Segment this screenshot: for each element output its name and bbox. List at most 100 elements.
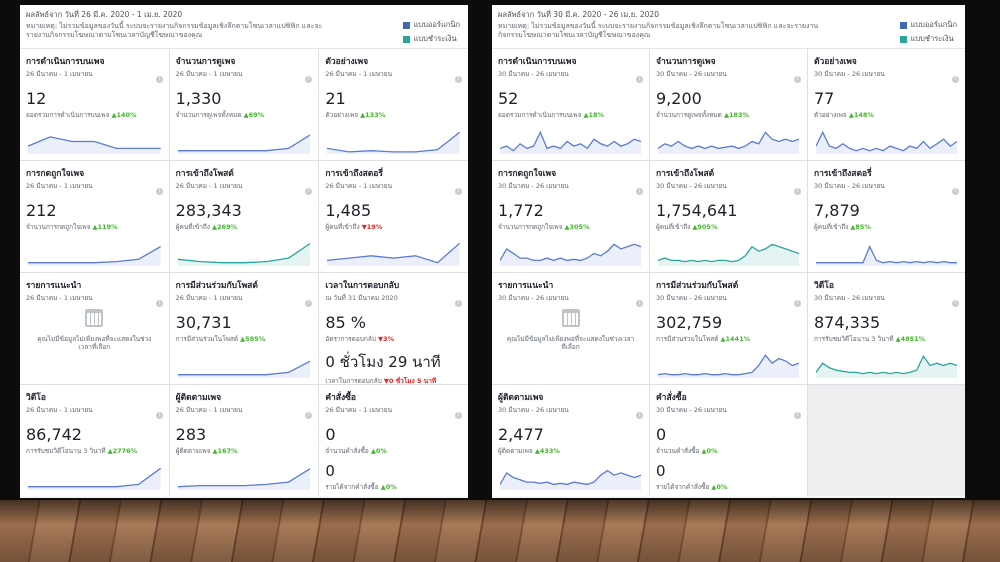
calendar-icon [85,309,104,327]
metric-caption: ผู้คนที่เข้าถึง ▲905% [656,222,801,232]
info-icon[interactable]: i [636,76,643,83]
sparkline-area [327,132,460,154]
info-icon[interactable]: i [155,300,163,307]
metric-value: 21 [325,89,346,108]
sparkline-line [658,132,799,148]
metric-card[interactable]: รายการแนะนำ 26 มีนาคม - 1 เมษายน i คุณไม่มี… [20,273,169,384]
info-icon[interactable]: i [155,412,163,419]
card-title: รายการแนะนำ [26,281,82,291]
arrow-up-icon: ▲ [111,111,117,119]
change-percent: 140% [116,111,137,119]
metric-label: ผู้คนที่เข้าถึง [656,223,691,231]
info-icon[interactable]: i [952,188,959,195]
insights-panel-before: ผลลัพธ์จาก วันที่ 26 มี.ค. 2020 - 1 เม.ย… [20,5,468,498]
info-icon[interactable]: i [305,300,313,307]
metric-card[interactable]: การดำเนินการบนเพจ 30 มีนาคม - 26 เมษายน i 5… [492,49,649,160]
info-icon[interactable]: i [155,76,163,83]
metric-card[interactable]: วิดีโอ 30 มีนาคม - 26 เมษายน i 874,335 การรั… [808,273,965,384]
metric-card[interactable]: การมีส่วนร่วมกับโพสต์ 30 มีนาคม - 26 เมษา… [650,273,807,384]
change-percent: 19% [366,223,383,231]
change-percent: 0% [706,447,718,455]
metric-caption: จำนวนคำสั่งซื้อ ▲0% [325,446,462,456]
metric-card[interactable]: การมีส่วนร่วมกับโพสต์ 26 มีนาคม - 1 เมษาย… [169,273,319,384]
arrow-up-icon: ▲ [701,447,707,455]
metric-caption: การมีส่วนร่วมในโพสต์ ▲1441% [656,334,801,344]
metric-card[interactable]: ผู้ติดตามเพจ 30 มีนาคม - 26 เมษายน i 2,477 ผ… [492,385,649,496]
info-icon[interactable]: i [794,76,801,83]
change-value: 0 ชั่วโมง 5 นาที [388,377,437,384]
metric-card[interactable]: คำสั่งซื้อ 30 มีนาคม - 26 เมษายน i 0 จำนวนคำ… [650,385,807,496]
info-icon[interactable]: i [636,412,643,419]
info-icon[interactable]: i [155,188,163,195]
info-icon[interactable]: i [794,300,801,307]
metric-card[interactable]: การกดถูกใจเพจ 30 มีนาคม - 26 เมษายน i 1,772… [492,161,649,272]
sparkline-line [500,244,641,260]
info-icon[interactable]: i [455,76,462,83]
metric-caption: จำนวนคำสั่งซื้อ ▲0% [656,446,801,456]
sparkline [28,464,161,490]
metric-caption: การรับชมวิดีโอนาน 3 วินาที ▲4851% [814,334,959,344]
info-icon[interactable]: i [305,76,313,83]
info-icon[interactable]: i [636,188,643,195]
sparkline-svg [177,464,311,490]
metric-card[interactable]: การเข้าถึงโพสต์ 30 มีนาคม - 26 เมษายน i 1,7… [650,161,807,272]
info-icon[interactable]: i [305,412,313,419]
card-title: เวลาในการตอบกลับ [325,281,400,291]
arrow-up-icon: ▲ [243,111,249,119]
info-icon[interactable]: i [455,300,462,307]
timezone-note: หมายเหตุ: ไม่รวมข้อมูลของวันนี้ ระบบจะรา… [498,22,819,39]
metric-card[interactable]: การเข้าถึงสตอรี่ 26 มีนาคม - 1 เมษายน i 1,4… [319,161,468,272]
metric-card[interactable]: คำสั่งซื้อ 26 มีนาคม - 1 เมษายน i 0 จำนวนคำส… [319,385,468,496]
metric-label: รายได้จากคำสั่งซื้อ [325,483,379,491]
info-icon[interactable]: i [455,188,462,195]
info-icon[interactable]: i [636,300,643,307]
info-icon[interactable]: i [952,76,959,83]
metric-value: 86,742 [26,425,82,444]
sparkline [177,128,311,154]
sparkline-area [177,360,311,378]
sparkline-svg [28,128,161,154]
metric-card[interactable]: รายการแนะนำ 30 มีนาคม - 26 เมษายน i คุณไม่ม… [492,273,649,384]
change-percent: 1441% [725,335,751,343]
sparkline [327,240,460,266]
sparkline-area [177,134,311,154]
metric-label: อัตราการตอบกลับ [325,335,376,343]
metric-label: เวลาในการตอบกลับ [325,377,382,384]
metric-card[interactable]: ตัวอย่างเพจ 30 มีนาคม - 26 เมษายน i 77 ตัวอย… [808,49,965,160]
sparkline-line [178,361,311,375]
sparkline-line [178,468,311,486]
metric-card[interactable]: จำนวนการดูเพจ 30 มีนาคม - 26 เมษายน i 9,200… [650,49,807,160]
card-title: ตัวอย่างเพจ [814,57,857,67]
metric-card[interactable]: การกดถูกใจเพจ 26 มีนาคม - 1 เมษายน i 212 จำน… [20,161,169,272]
metric-card[interactable]: ผู้ติดตามเพจ 26 มีนาคม - 1 เมษายน i 283 ผู้ต… [169,385,319,496]
card-date-range: 26 มีนาคม - 1 เมษายน [325,182,393,190]
panel-header: ผลลัพธ์จาก วันที่ 26 มี.ค. 2020 - 1 เม.ย… [20,5,468,49]
metric-card[interactable]: การเข้าถึงโพสต์ 26 มีนาคม - 1 เมษายน i 283,… [169,161,319,272]
sparkline-svg [816,240,957,266]
metric-card[interactable]: วิดีโอ 26 มีนาคม - 1 เมษายน i 86,742 การรับช… [20,385,169,496]
metric-value: 1,754,641 [656,201,738,220]
info-icon[interactable]: i [794,188,801,195]
arrow-up-icon: ▲ [92,223,98,231]
card-title: รายการแนะนำ [498,281,554,291]
change-percent: 585% [245,335,266,343]
metric-card[interactable]: การดำเนินการบนเพจ 26 มีนาคม - 1 เมษายน i 12… [20,49,169,160]
info-icon[interactable]: i [952,300,959,307]
metric-card[interactable]: เวลาในการตอบกลับณ วันที่ 31 มีนาคม 2020 i… [319,273,468,384]
info-icon[interactable]: i [455,412,462,419]
card-title: การดำเนินการบนเพจ [498,57,577,67]
metric-card[interactable]: จำนวนการดูเพจ 26 มีนาคม - 1 เมษายน i 1,330 จ… [169,49,319,160]
metric-card[interactable]: การเข้าถึงสตอรี่ 30 มีนาคม - 26 เมษายน i 7,… [808,161,965,272]
info-icon[interactable]: i [794,412,801,419]
metric-caption: ตัวอย่างเพจ ▲133% [325,110,462,120]
sparkline [816,240,957,266]
sparkline-line [816,132,957,150]
card-date-range: 26 มีนาคม - 1 เมษายน [325,406,393,414]
sparkline-svg [177,352,311,378]
info-icon[interactable]: i [305,188,313,195]
metric-card[interactable]: ตัวอย่างเพจ 26 มีนาคม - 1 เมษายน i 21 ตัวอย่… [319,49,468,160]
card-title: การเข้าถึงโพสต์ [656,169,715,179]
card-title: การกดถูกใจเพจ [498,169,557,179]
card-date-range: 30 มีนาคม - 26 เมษายน [656,182,727,190]
metric-value: 9,200 [656,89,702,108]
